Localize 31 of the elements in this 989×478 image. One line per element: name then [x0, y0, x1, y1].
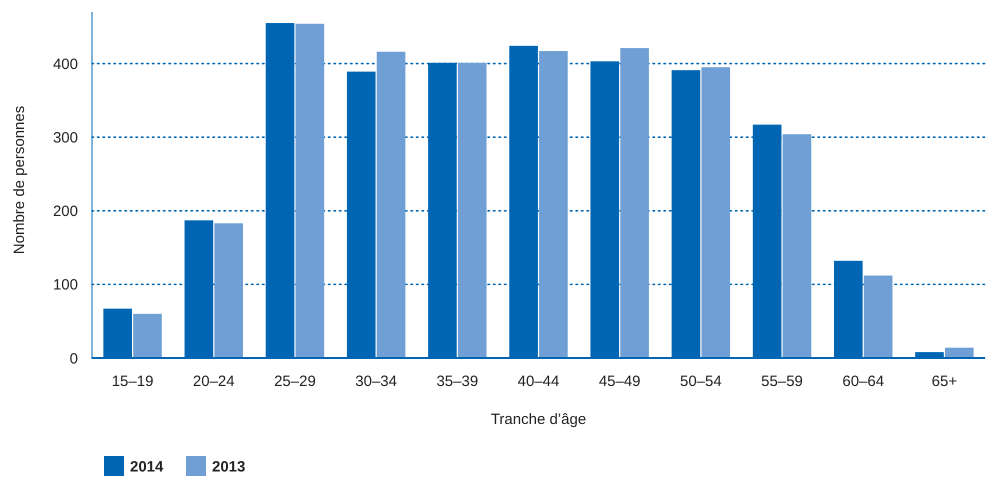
bar	[458, 62, 487, 358]
x-tick-label: 30–34	[355, 373, 397, 390]
x-tick-label: 60–64	[842, 373, 884, 390]
x-axis-title: Tranche d’âge	[490, 411, 586, 428]
x-tick-label: 55–59	[761, 373, 803, 390]
x-tick-label: 20–24	[192, 373, 235, 390]
y-tick-label: 200	[52, 203, 78, 220]
legend-label: 2013	[212, 458, 246, 476]
bar	[864, 276, 892, 358]
x-tick-label: 25–29	[274, 373, 316, 390]
x-tick-label: 50–54	[680, 373, 722, 390]
bar	[945, 348, 974, 358]
bar	[214, 223, 243, 358]
x-tick-label: 40–44	[518, 373, 560, 390]
y-axis-title: Nombre de personnes	[11, 106, 28, 254]
y-tick-label: 100	[52, 276, 78, 294]
y-tick-label: 400	[52, 56, 78, 73]
bar	[620, 48, 649, 358]
bar	[376, 52, 406, 358]
bar	[133, 314, 162, 358]
bar	[539, 51, 568, 358]
x-tick-label: 35–39	[436, 373, 478, 390]
bar	[296, 24, 324, 358]
x-tick-label: 45–49	[598, 373, 641, 390]
x-tick-label: 15–19	[112, 373, 154, 390]
x-tick-label: 65+	[932, 373, 958, 390]
bar	[701, 67, 730, 358]
y-tick-label: 300	[52, 129, 78, 146]
y-tick-label: 0	[70, 350, 78, 368]
legend-label: 2014	[130, 458, 164, 476]
bar	[782, 134, 812, 358]
